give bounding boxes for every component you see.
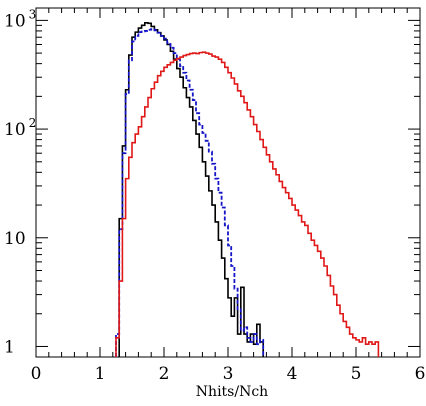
y-tick-label: 10 3 — [4, 7, 36, 31]
series-line-1 — [118, 22, 264, 357]
y-tick-label: 10 — [4, 229, 26, 249]
x-tick-label: 2 — [159, 364, 170, 384]
x-tick-label: 6 — [415, 364, 426, 384]
x-axis-label: Nhits/Nch — [196, 384, 268, 400]
x-tick-label: 1 — [95, 364, 106, 384]
series-line-3 — [115, 51, 380, 357]
x-tick-label: 5 — [351, 364, 362, 384]
y-tick-label: 1 — [4, 337, 15, 357]
x-tick-label: 4 — [287, 364, 298, 384]
series-layer — [115, 22, 380, 357]
plot-frame — [35, 7, 421, 358]
series-line-2 — [115, 28, 265, 357]
x-tick-label: 3 — [223, 364, 234, 384]
x-axis-ticks: 0 1 2 3 4 5 6 — [31, 8, 426, 384]
x-tick-label: 0 — [31, 364, 42, 384]
y-tick-label: 10 2 — [4, 116, 36, 140]
